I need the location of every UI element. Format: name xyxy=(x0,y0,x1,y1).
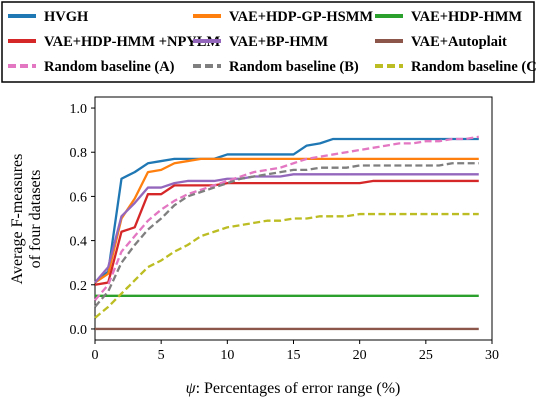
legend-label-random-baseline-c: Random baseline (C) xyxy=(411,59,536,75)
legend-label-vae-bp-hmm: VAE+BP-HMM xyxy=(229,34,328,50)
x-tick-label: 20 xyxy=(353,348,367,363)
axes-layer: 0 5 10 15 20 25 30 0.0 0.2 0.4 0.6 0.8 1.0 xyxy=(70,102,500,363)
y-tick-label: 0.6 xyxy=(70,190,88,205)
y-tick-label: 0.2 xyxy=(70,279,88,294)
series-line-random-baseline-b xyxy=(94,162,479,308)
legend-label-random-baseline-b: Random baseline (B) xyxy=(229,59,359,75)
x-tick-label: 15 xyxy=(287,348,301,363)
legend-label-vae-hdp-hmm: VAE+HDP-HMM xyxy=(411,9,522,25)
legend-label-hvgh: HVGH xyxy=(44,9,89,25)
y-tick-label: 0.0 xyxy=(70,323,88,338)
x-tick-label: 0 xyxy=(92,348,99,363)
x-tick-label: 10 xyxy=(220,348,234,363)
y-tick-label: 0.8 xyxy=(70,146,88,161)
x-axis-text: : Percentages of error range (%) xyxy=(196,380,401,397)
x-axis-label: ψ: Percentages of error range (%) xyxy=(186,380,401,397)
series-line-random-baseline-a xyxy=(94,135,479,301)
x-tick-label: 5 xyxy=(158,348,165,363)
series-line-vae-hdp-hmm-npylm xyxy=(94,179,479,286)
x-axis-symbol: ψ xyxy=(186,380,197,397)
y-tick-label: 0.4 xyxy=(70,235,88,250)
series-line-vae-bp-hmm xyxy=(94,173,479,284)
y-tick-label: 1.0 xyxy=(70,102,88,117)
series-line-vae-hdp-gp-hsmm xyxy=(94,157,479,284)
x-tick-label: 30 xyxy=(485,348,499,363)
series-line-hvgh xyxy=(94,137,479,284)
series-line-random-baseline-c xyxy=(94,212,479,319)
legend: HVGH VAE+HDP-GP-HSMM VAE+HDP-HMM VAE+HDP-HM… xyxy=(1,1,536,83)
legend-label-vae-autoplait: VAE+Autoplait xyxy=(411,34,507,50)
legend-label-random-baseline-a: Random baseline (A) xyxy=(44,59,175,75)
x-tick-label: 25 xyxy=(419,348,433,363)
legend-label-vae-hdp-hmm-npylm: VAE+HDP-HMM +NPYLM xyxy=(44,34,220,50)
series-layer xyxy=(94,135,479,331)
y-axis-label-line-2: of four datasets xyxy=(27,170,44,269)
y-axis-label-line-1: Average F-measures xyxy=(9,154,26,285)
legend-label-vae-hdp-gp-hsmm: VAE+HDP-GP-HSMM xyxy=(229,9,373,25)
